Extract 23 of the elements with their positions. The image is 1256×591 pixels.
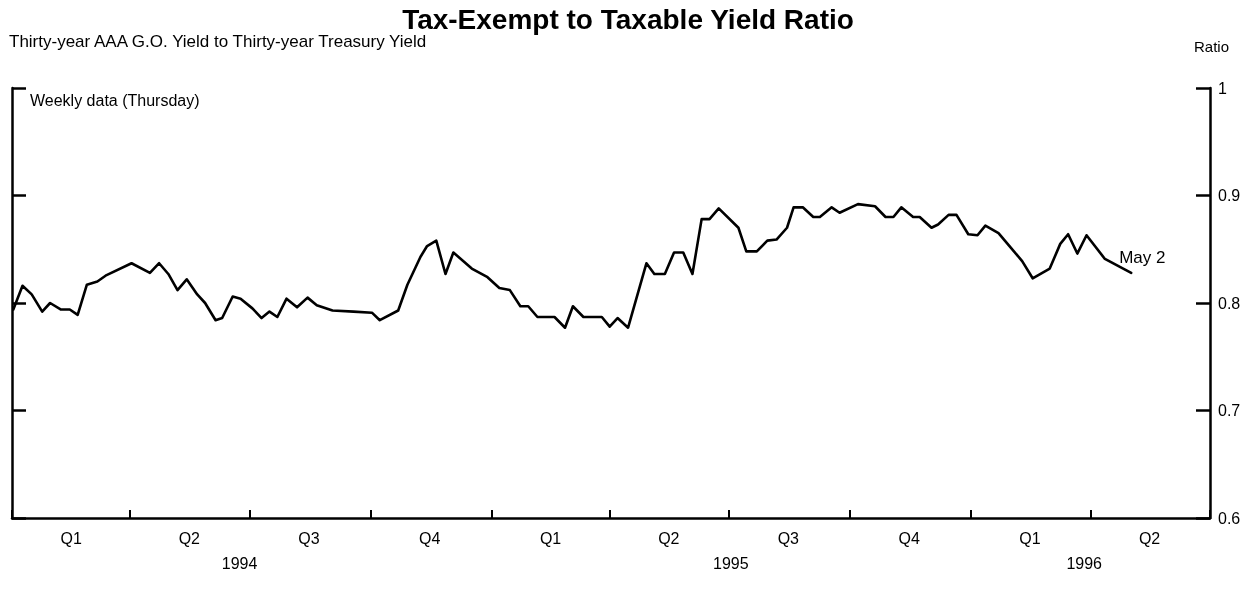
x-tick-label: Q2 (658, 529, 680, 547)
annotation: Weekly data (Thursday) (30, 91, 200, 109)
x-tick-label: Q4 (419, 529, 441, 547)
text: 1995 (713, 554, 749, 572)
x-tick-label: Q1 (539, 529, 562, 547)
x-tick-label: Q2 (178, 529, 201, 547)
y-tick-label: 0.7 (1218, 402, 1241, 419)
text: 1994 (221, 554, 258, 572)
chart-title: Tax-Exempt to Taxable Yield Ratio (402, 3, 854, 35)
x-tick-label: Q1 (1019, 529, 1041, 547)
x-tick-label: Q1 (60, 529, 82, 547)
y-tick-label: 0.8 (1218, 294, 1241, 312)
x-tick-label: Q3 (298, 529, 320, 547)
y-tick-label: 0.9 (1218, 187, 1241, 204)
annotation: May 2 (1119, 247, 1166, 267)
text: 1996 (1066, 554, 1103, 572)
x-tick-label: Q4 (898, 529, 920, 547)
y-tick-label: 0.6 (1218, 509, 1241, 527)
x-tick-label: Q3 (777, 529, 800, 547)
x-tick-label: Q2 (1138, 529, 1161, 547)
y-axis-title: Ratio (1193, 38, 1230, 55)
y-tick-label: 1 (1218, 79, 1227, 97)
chart-subtitle: Thirty-year AAA G.O. Yield to Thirty-year Treasury Yield (9, 32, 427, 51)
